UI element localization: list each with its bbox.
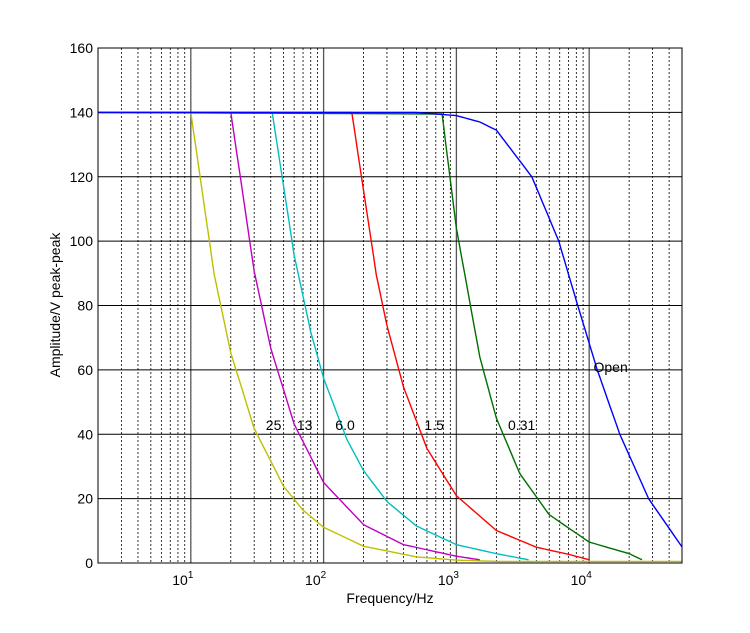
series-line-2 <box>98 111 529 561</box>
x-tick-label: 104 <box>571 570 593 588</box>
curve-label: 0.31 <box>508 417 535 433</box>
series-line-4 <box>97 111 643 561</box>
y-tick-label: 20 <box>77 491 93 507</box>
x-tick-exponent: 4 <box>586 570 592 581</box>
curve-label: 1.5 <box>424 417 444 433</box>
plot-frame <box>97 47 683 564</box>
y-tick-label: 60 <box>77 362 93 378</box>
x-axis-label: Frequency/Hz <box>346 590 433 606</box>
x-tick-base: 10 <box>571 572 587 588</box>
curve-label: 6.0 <box>335 417 355 433</box>
y-tick-label: 140 <box>70 104 94 120</box>
y-axis-label: Amplitude/V peak-peak <box>47 232 63 378</box>
y-tick-label: 160 <box>70 40 94 56</box>
y-tick-label: 40 <box>77 426 93 442</box>
y-tick-label: 100 <box>70 233 94 249</box>
x-tick-exponent: 1 <box>188 570 194 581</box>
grid <box>98 47 682 564</box>
x-tick-base: 10 <box>305 572 321 588</box>
curve-label: Open <box>593 359 627 375</box>
series-line-3 <box>98 111 590 561</box>
series-line-1 <box>98 111 480 561</box>
series-line-5 <box>98 111 683 548</box>
x-tick-base: 10 <box>438 572 454 588</box>
x-tick-exponent: 3 <box>453 570 459 581</box>
y-tick-label: 120 <box>70 169 94 185</box>
curve-label: 13 <box>297 417 313 433</box>
series-lines <box>97 111 683 563</box>
x-tick-label: 101 <box>172 570 194 588</box>
annotations: 25 13 6.0 1.5 0.31 Open <box>266 359 628 433</box>
x-tick-label: 103 <box>438 570 460 588</box>
x-tick-label: 102 <box>305 570 327 588</box>
y-tick-label: 80 <box>77 298 93 314</box>
curve-label: 25 <box>266 417 282 433</box>
y-tick-label: 0 <box>85 555 93 571</box>
x-tick-exponent: 2 <box>321 570 327 581</box>
series-line-0 <box>98 111 682 563</box>
x-tick-base: 10 <box>172 572 188 588</box>
